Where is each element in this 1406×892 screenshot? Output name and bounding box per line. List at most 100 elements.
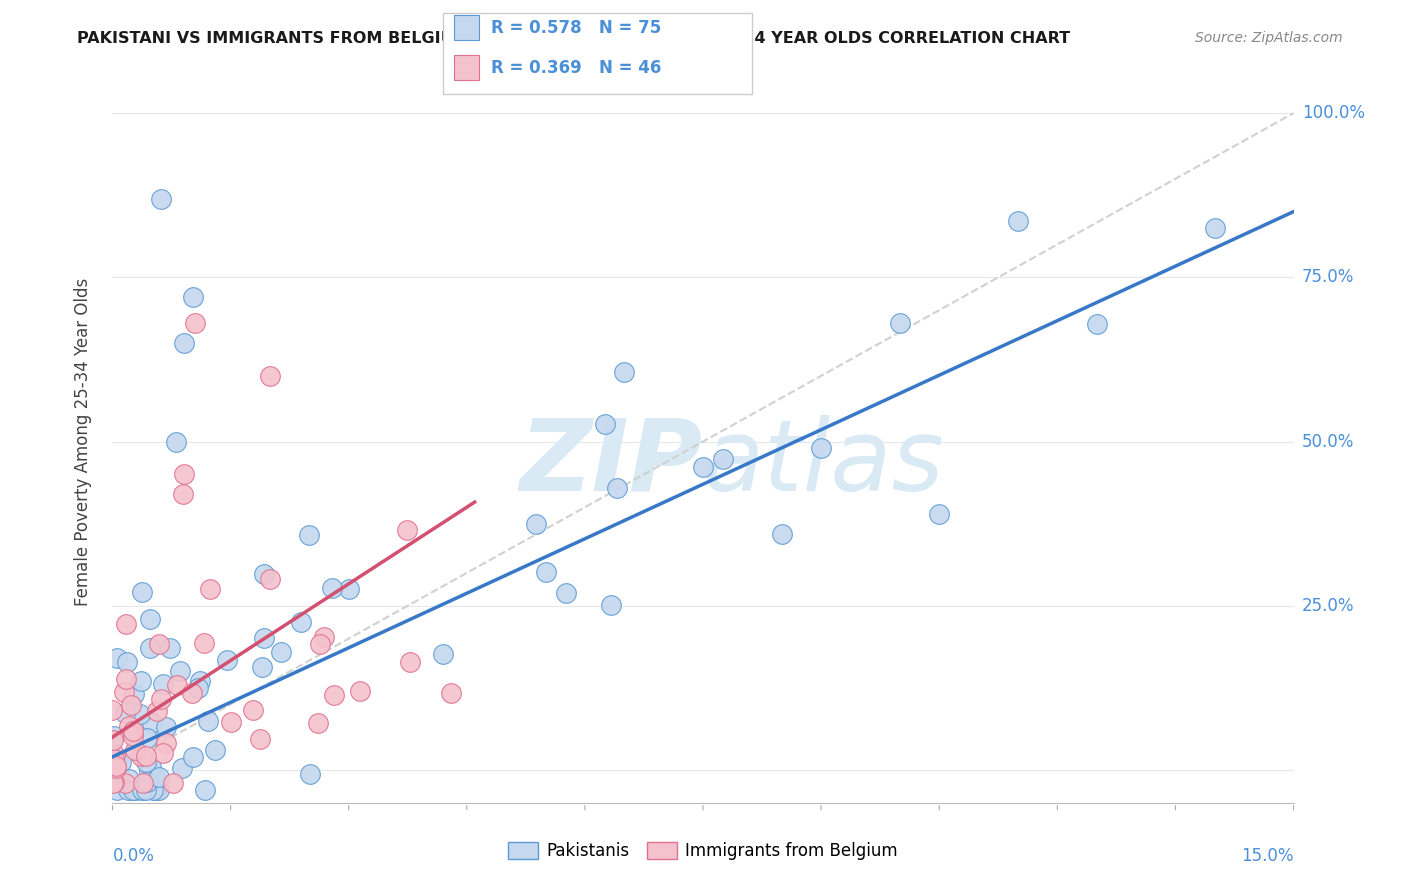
Point — [252, 567, 274, 582]
Point — [104, 760, 127, 774]
Point — [337, 582, 360, 596]
Point — [141, 759, 163, 773]
Point — [290, 615, 312, 630]
Point — [114, 776, 136, 790]
Point — [135, 755, 157, 769]
Point — [105, 759, 128, 773]
Point — [197, 714, 219, 728]
Point — [117, 782, 139, 797]
Point — [599, 599, 621, 613]
Point — [169, 664, 191, 678]
Text: ZIP: ZIP — [520, 415, 703, 512]
Point — [101, 733, 124, 747]
Point — [115, 656, 138, 670]
Point — [131, 782, 153, 797]
Point — [524, 516, 547, 531]
Point — [148, 770, 170, 784]
Point — [132, 776, 155, 790]
Point — [149, 692, 172, 706]
Point — [120, 698, 142, 712]
Point — [139, 641, 162, 656]
Point — [101, 776, 124, 790]
Point — [605, 481, 627, 495]
Point — [105, 751, 128, 765]
Point — [250, 659, 273, 673]
Point — [150, 192, 173, 206]
Point — [148, 782, 170, 797]
Point — [321, 581, 343, 595]
Point — [298, 767, 321, 781]
Y-axis label: Female Poverty Among 25-34 Year Olds: Female Poverty Among 25-34 Year Olds — [73, 277, 91, 606]
Point — [173, 336, 195, 351]
Point — [770, 526, 793, 541]
Point — [118, 772, 141, 786]
Point — [259, 572, 281, 586]
Text: R = 0.578   N = 75: R = 0.578 N = 75 — [491, 19, 661, 37]
Point — [121, 782, 143, 797]
Point — [253, 631, 276, 645]
Point — [107, 651, 129, 665]
Point — [101, 703, 124, 717]
Point — [110, 755, 132, 769]
Point — [131, 782, 153, 797]
Text: 50.0%: 50.0% — [1302, 433, 1354, 450]
Point — [188, 673, 211, 688]
Point — [141, 715, 163, 730]
Point — [129, 748, 152, 763]
Point — [440, 686, 463, 700]
Point — [155, 736, 177, 750]
Point — [349, 683, 371, 698]
Point — [125, 782, 148, 797]
Point — [172, 761, 194, 775]
Point — [298, 528, 321, 542]
Point — [115, 616, 138, 631]
Point — [194, 782, 217, 797]
Point — [145, 782, 167, 797]
Point — [259, 368, 281, 383]
Point — [159, 641, 181, 656]
Point — [249, 731, 271, 746]
Text: 100.0%: 100.0% — [1302, 104, 1365, 122]
Text: 75.0%: 75.0% — [1302, 268, 1354, 286]
Point — [166, 678, 188, 692]
Point — [172, 487, 194, 501]
Point — [143, 771, 166, 785]
Point — [593, 417, 616, 431]
Point — [146, 704, 169, 718]
Point — [136, 731, 159, 745]
Point — [139, 612, 162, 626]
Point — [534, 566, 557, 580]
Text: atlas: atlas — [703, 415, 945, 512]
Text: 0.0%: 0.0% — [112, 847, 155, 865]
Point — [1204, 220, 1226, 235]
Point — [135, 782, 157, 797]
Point — [152, 677, 174, 691]
Point — [180, 686, 202, 700]
Point — [200, 582, 222, 597]
Text: PAKISTANI VS IMMIGRANTS FROM BELGIUM FEMALE POVERTY AMONG 25-34 YEAR OLDS CORREL: PAKISTANI VS IMMIGRANTS FROM BELGIUM FEM… — [77, 31, 1070, 46]
Point — [103, 752, 125, 766]
Point — [193, 636, 215, 650]
Point — [204, 743, 226, 757]
Point — [124, 742, 146, 756]
Point — [219, 715, 242, 730]
Point — [183, 316, 205, 330]
Point — [103, 729, 125, 743]
Legend: Pakistanis, Immigrants from Belgium: Pakistanis, Immigrants from Belgium — [502, 835, 904, 867]
Point — [395, 523, 418, 537]
Point — [692, 460, 714, 475]
Point — [136, 774, 159, 789]
Point — [432, 647, 454, 661]
Point — [308, 637, 330, 651]
Point — [555, 586, 578, 600]
Point — [148, 637, 170, 651]
Point — [270, 644, 292, 658]
Point — [121, 782, 143, 797]
Point — [307, 715, 329, 730]
Point — [314, 631, 336, 645]
Point — [105, 782, 128, 797]
Point — [187, 681, 209, 695]
Point — [613, 365, 636, 379]
Point — [928, 507, 950, 521]
Point — [165, 434, 187, 449]
